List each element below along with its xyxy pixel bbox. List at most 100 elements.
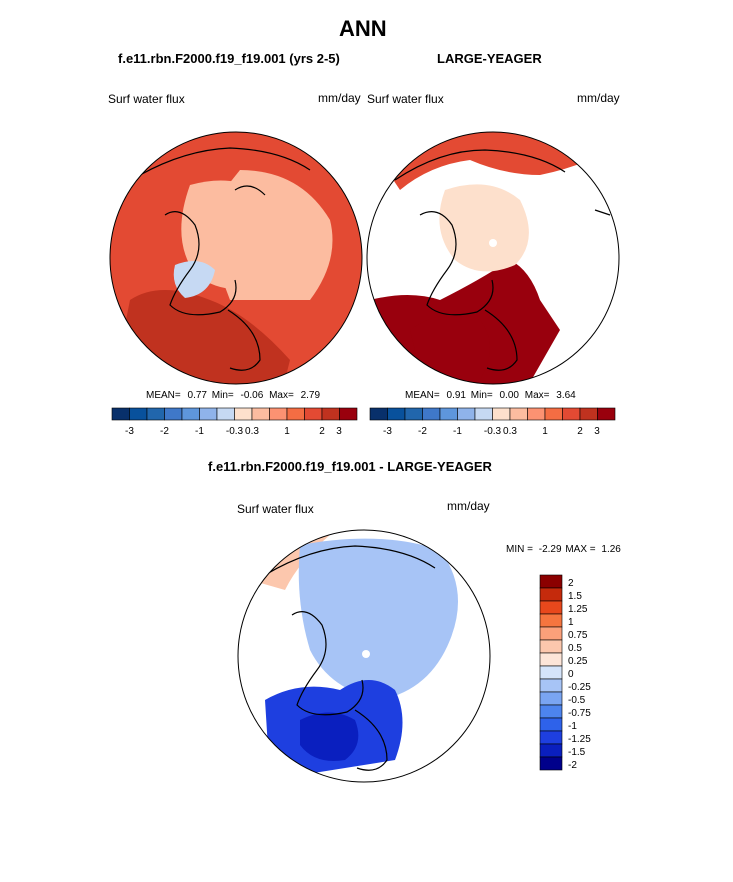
diff-colorbar-box (539, 678, 563, 693)
right-colorbar-tick: 2 (577, 426, 583, 437)
diff-colorbar-box (539, 665, 563, 680)
left-region-arctic-basin (181, 180, 284, 289)
left-region-hudson-bay (173, 261, 215, 298)
left-mean-label: MEAN= (146, 390, 181, 401)
diff-colorbar-tick: -0.75 (568, 708, 591, 719)
left-units-label: mm/day (318, 91, 361, 105)
diff-colorbar-box (539, 587, 563, 602)
left-min-label: Min= (211, 390, 234, 401)
left-colorbar-tick: -1 (195, 426, 204, 437)
diff-colorbar-box (539, 717, 563, 732)
diff-colorbar-tick: 0.25 (568, 656, 588, 667)
diff-colorbar-box (539, 704, 563, 719)
right-colorbar-box (439, 407, 458, 421)
diff-colorbar-box (539, 574, 563, 589)
left-colorbar-box (339, 407, 358, 421)
left-colorbar-box (269, 407, 288, 421)
left-colorbar-tick: 3 (336, 426, 342, 437)
right-mean-label: MEAN= (405, 390, 440, 401)
left-colorbar-tick: 2 (319, 426, 325, 437)
left-colorbar-box (146, 407, 165, 421)
diff-colorbar-box (539, 730, 563, 745)
diff-colorbar-tick: -2 (568, 760, 577, 771)
left-colorbar-tick: -3 (125, 426, 134, 437)
right-colorbar-box (387, 407, 406, 421)
right-colorbar-tick: 0.3 (503, 426, 517, 437)
page-title: ANN (339, 16, 387, 41)
left-panel-subtitle: f.e11.rbn.F2000.f19_f19.001 (yrs 2-5) (118, 51, 340, 66)
left-map-border (109, 131, 363, 385)
left-colorbar-tick: -0.3 (226, 426, 244, 437)
diff-panel-subtitle: f.e11.rbn.F2000.f19_f19.001 - LARGE-YEAG… (208, 459, 492, 474)
left-colorbar-tick: 0.3 (245, 426, 259, 437)
left-colorbar-box (304, 407, 323, 421)
left-colorbar-box (129, 407, 148, 421)
right-region-nordic-seas (410, 314, 490, 384)
right-coastlines (394, 149, 611, 371)
right-colorbar-tick: -1 (453, 426, 462, 437)
diff-colorbar-tick: 0.5 (568, 643, 582, 654)
diff-colorbar-box (539, 652, 563, 667)
right-min-value: 0.00 (499, 390, 519, 401)
left-colorbar-box (286, 407, 305, 421)
diff-min-label: MIN = (506, 544, 533, 555)
left-colorbar-tick: -2 (160, 426, 169, 437)
left-colorbar-box (181, 407, 200, 421)
right-colorbar-box (562, 407, 581, 421)
right-colorbar-box (404, 407, 423, 421)
right-units-label: mm/day (577, 91, 620, 105)
left-colorbar-box (111, 407, 130, 421)
left-max-label: Max= (269, 390, 294, 401)
diff-colorbar: 2 1.5 1.25 1 0.75 0.5 0.25 0 -0.25 -0.5 -0.75 -1 -1.… (539, 574, 591, 771)
right-max-value: 3.64 (556, 390, 576, 401)
diff-colorbar-box (539, 639, 563, 654)
right-colorbar-box (579, 407, 598, 421)
diff-colorbar-tick: 2 (568, 578, 574, 589)
left-colorbar-box (164, 407, 183, 421)
left-colorbar-tick: 1 (284, 426, 290, 437)
left-max-value: 2.79 (300, 390, 321, 401)
right-colorbar-tick: -3 (383, 426, 392, 437)
diff-field-label: Surf water flux (237, 502, 314, 516)
diff-max-value: 1.26 (601, 544, 621, 555)
left-min-value: -0.06 (240, 390, 264, 401)
diff-colorbar-tick: 0 (568, 669, 574, 680)
diff-max-label: MAX = (565, 544, 596, 555)
diff-colorbar-tick: -1.5 (568, 747, 586, 758)
right-colorbar-box (492, 407, 511, 421)
diff-map (238, 530, 490, 782)
right-panel-subtitle: LARGE-YEAGER (437, 51, 542, 66)
right-colorbar-box (509, 407, 528, 421)
diff-map-border (237, 529, 491, 783)
right-colorbar: -3 -2 -1 -0.3 0.3 1 2 3 (369, 407, 616, 437)
right-min-label: Min= (470, 390, 493, 401)
right-colorbar-tick: -0.3 (484, 426, 502, 437)
left-colorbar-box (216, 407, 235, 421)
right-map (367, 132, 619, 384)
diff-colorbar-box (539, 743, 563, 758)
left-field-label: Surf water flux (108, 92, 185, 106)
left-colorbar-box (321, 407, 340, 421)
diff-colorbar-box (539, 613, 563, 628)
right-field-label: Surf water flux (367, 92, 444, 106)
left-stats: MEAN= 0.77 Min= -0.06 Max= 2.79 (146, 390, 320, 401)
left-colorbar-box (199, 407, 218, 421)
right-colorbar-tick: -2 (418, 426, 427, 437)
left-colorbar-box (234, 407, 253, 421)
diff-units-label: mm/day (447, 499, 490, 513)
diff-coastlines (264, 545, 436, 771)
diff-colorbar-tick: -1.25 (568, 734, 591, 745)
diff-colorbar-box (539, 600, 563, 615)
right-map-border (366, 131, 620, 385)
right-mean-value: 0.91 (446, 390, 466, 401)
diff-min-value: -2.29 (538, 544, 562, 555)
left-colorbar: -3 -2 -1 -0.3 0.3 1 2 3 (111, 407, 358, 437)
right-colorbar-box (457, 407, 476, 421)
diff-colorbar-tick: 1 (568, 617, 574, 628)
right-colorbar-box (544, 407, 563, 421)
right-colorbar-box (369, 407, 388, 421)
diff-colorbar-tick: -1 (568, 721, 577, 732)
diff-colorbar-box (539, 626, 563, 641)
diff-region-nordic-seas (300, 712, 359, 761)
